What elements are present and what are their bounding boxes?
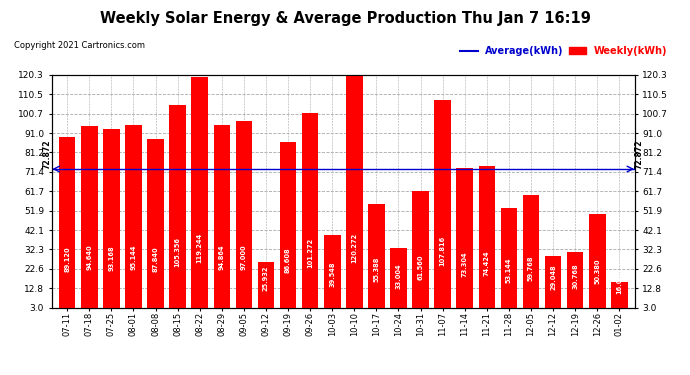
Bar <box>435 100 451 308</box>
Bar <box>567 252 584 308</box>
Text: Copyright 2021 Cartronics.com: Copyright 2021 Cartronics.com <box>14 41 145 50</box>
Legend: Average(kWh), Weekly(kWh): Average(kWh), Weekly(kWh) <box>456 42 671 60</box>
Bar <box>59 137 75 308</box>
Text: 50.380: 50.380 <box>594 258 600 284</box>
Bar <box>81 126 97 308</box>
Text: 94.864: 94.864 <box>219 244 225 270</box>
Bar <box>368 204 385 308</box>
Bar <box>235 121 252 308</box>
Text: 25.932: 25.932 <box>263 265 269 291</box>
Bar <box>169 105 186 308</box>
Bar <box>346 75 363 307</box>
Bar <box>523 195 540 308</box>
Text: 101.272: 101.272 <box>307 238 313 268</box>
Text: 61.560: 61.560 <box>417 255 424 280</box>
Text: 119.244: 119.244 <box>197 233 203 263</box>
Text: 72.872: 72.872 <box>43 140 52 169</box>
Text: 89.120: 89.120 <box>64 246 70 272</box>
Text: 107.816: 107.816 <box>440 236 446 266</box>
Bar <box>302 113 318 308</box>
Bar <box>589 214 606 308</box>
Text: 33.004: 33.004 <box>395 263 402 289</box>
Bar <box>103 129 119 308</box>
Bar <box>479 166 495 308</box>
Bar <box>611 282 628 308</box>
Text: 73.304: 73.304 <box>462 251 468 277</box>
Text: 87.840: 87.840 <box>152 247 159 272</box>
Text: 120.272: 120.272 <box>351 232 357 263</box>
Text: 94.640: 94.640 <box>86 245 92 270</box>
Text: 86.608: 86.608 <box>285 247 291 273</box>
Text: 105.356: 105.356 <box>175 237 181 267</box>
Bar <box>391 248 407 308</box>
Bar <box>545 256 562 308</box>
Bar <box>213 125 230 308</box>
Text: 29.048: 29.048 <box>550 264 556 290</box>
Text: 39.548: 39.548 <box>329 261 335 287</box>
Bar <box>413 191 429 308</box>
Bar <box>147 140 164 308</box>
Bar <box>125 125 141 308</box>
Text: 93.168: 93.168 <box>108 245 115 271</box>
Text: 59.768: 59.768 <box>528 255 534 281</box>
Text: 72.872: 72.872 <box>635 140 644 169</box>
Bar <box>501 208 518 308</box>
Text: 55.388: 55.388 <box>373 256 380 282</box>
Text: 53.144: 53.144 <box>506 257 512 283</box>
Text: 74.424: 74.424 <box>484 251 490 276</box>
Bar <box>457 168 473 308</box>
Bar <box>257 262 274 308</box>
Bar <box>324 235 340 308</box>
Text: 97.000: 97.000 <box>241 244 247 270</box>
Text: 30.768: 30.768 <box>572 264 578 290</box>
Text: 95.144: 95.144 <box>130 245 137 270</box>
Bar <box>191 77 208 308</box>
Text: 16.068: 16.068 <box>616 268 622 294</box>
Bar <box>279 142 296 308</box>
Text: Weekly Solar Energy & Average Production Thu Jan 7 16:19: Weekly Solar Energy & Average Production… <box>99 11 591 26</box>
